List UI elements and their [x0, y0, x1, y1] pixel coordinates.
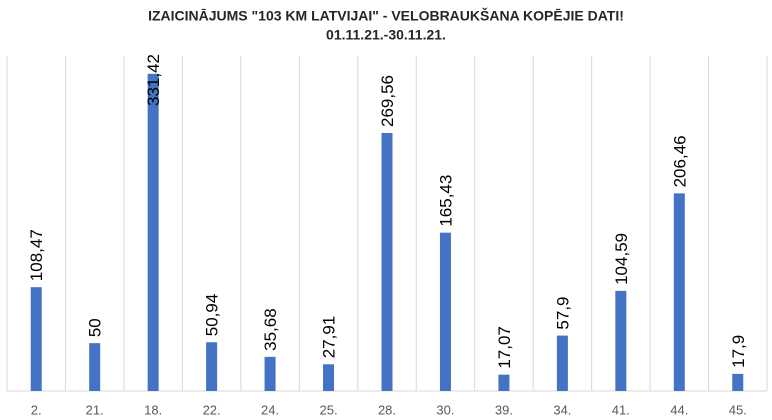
x-tick-label: 45.	[729, 402, 747, 417]
bar	[439, 232, 451, 391]
value-label: 50	[86, 318, 105, 337]
value-label: 17,07	[495, 326, 514, 369]
value-label: 269,56	[378, 75, 397, 127]
bar	[556, 335, 568, 391]
x-tick-label: 2.	[31, 402, 42, 417]
value-label: 35,68	[261, 308, 280, 351]
value-label: 104,59	[612, 233, 631, 285]
value-label: 108,47	[27, 229, 46, 281]
x-tick-label: 18.	[144, 402, 162, 417]
bar	[89, 343, 101, 391]
bar	[615, 290, 627, 391]
value-label: 331,42	[144, 54, 163, 106]
x-tick-label: 34.	[553, 402, 571, 417]
bar	[206, 342, 218, 391]
chart-title: IZAICINĀJUMS "103 KM LATVIJAI" - VELOBRA…	[148, 7, 624, 24]
value-label: 17,9	[729, 335, 748, 368]
x-tick-label: 30.	[436, 402, 454, 417]
bar	[30, 287, 42, 391]
bar	[498, 374, 510, 391]
bar	[323, 364, 335, 391]
value-label: 50,94	[203, 294, 222, 337]
bar	[264, 356, 276, 391]
x-tick-label: 28.	[378, 402, 396, 417]
value-label: 27,91	[320, 316, 339, 359]
x-tick-label: 24.	[261, 402, 279, 417]
bar	[147, 73, 159, 391]
x-tick-label: 39.	[495, 402, 513, 417]
value-label: 57,9	[553, 296, 572, 329]
x-tick-label: 25.	[319, 402, 337, 417]
chart-subtitle: 01.11.21.-30.11.21.	[326, 27, 446, 43]
x-tick-label: 44.	[670, 402, 688, 417]
x-tick-label: 22.	[203, 402, 221, 417]
x-tick-label: 41.	[612, 402, 630, 417]
value-label: 206,46	[670, 135, 689, 187]
value-label: 165,43	[436, 175, 455, 227]
bar	[732, 373, 744, 391]
x-tick-label: 21.	[86, 402, 104, 417]
bar	[673, 193, 685, 391]
bar	[381, 132, 393, 392]
